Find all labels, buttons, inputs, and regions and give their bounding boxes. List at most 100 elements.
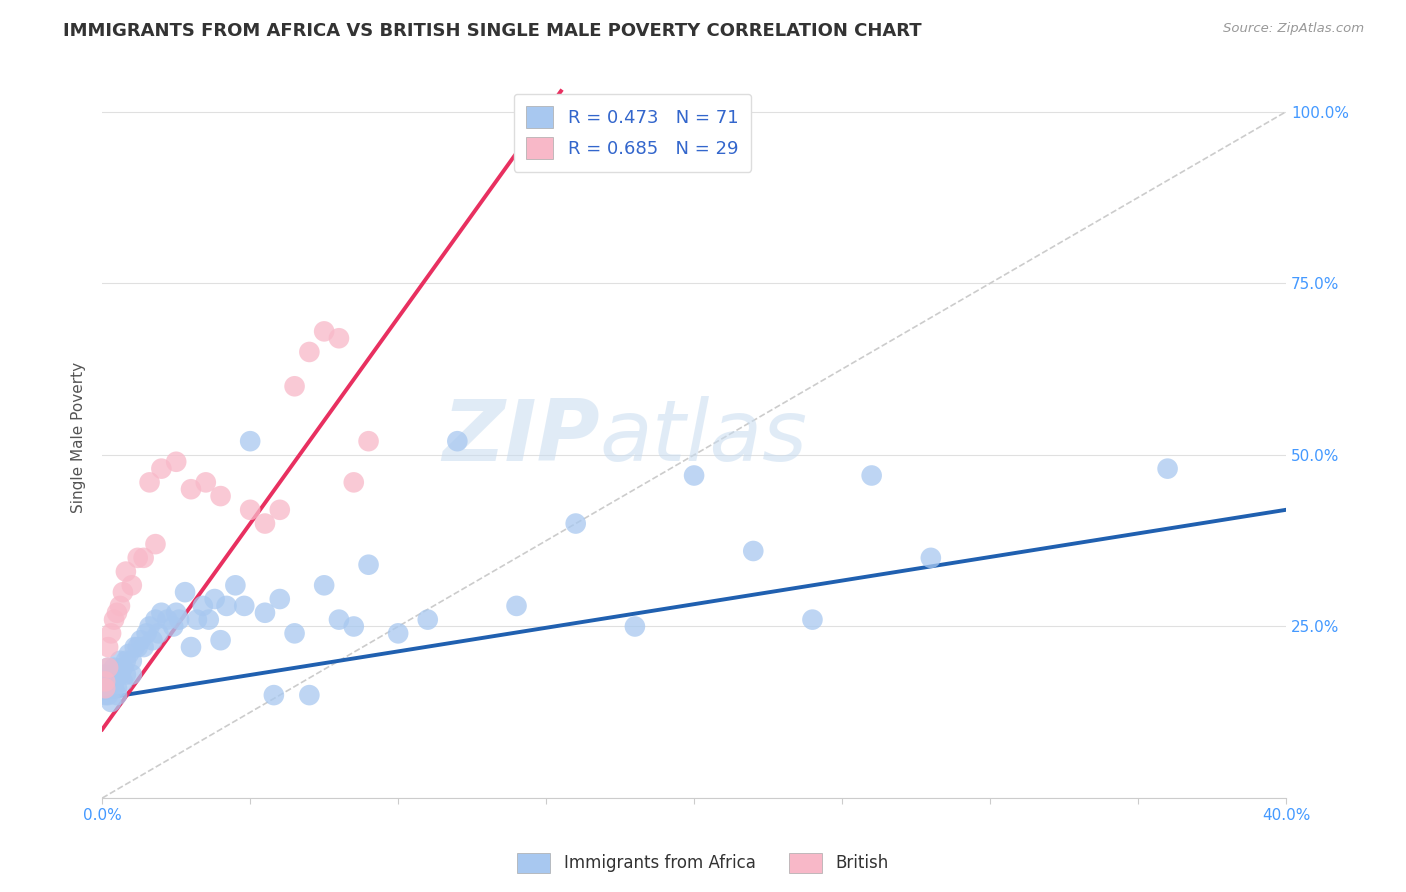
Point <box>328 613 350 627</box>
Point <box>121 667 143 681</box>
Point <box>138 475 160 490</box>
Point <box>103 674 125 689</box>
Point <box>860 468 883 483</box>
Point <box>100 674 122 689</box>
Point <box>209 489 232 503</box>
Point <box>239 503 262 517</box>
Point <box>135 626 157 640</box>
Point <box>215 599 238 613</box>
Point <box>103 613 125 627</box>
Point <box>165 455 187 469</box>
Point <box>357 434 380 449</box>
Point <box>121 578 143 592</box>
Text: atlas: atlas <box>599 396 807 479</box>
Point <box>269 503 291 517</box>
Point <box>204 592 226 607</box>
Point <box>253 516 276 531</box>
Point <box>284 626 307 640</box>
Point <box>100 695 122 709</box>
Point <box>103 661 125 675</box>
Point <box>209 633 232 648</box>
Point <box>156 613 179 627</box>
Point <box>108 654 131 668</box>
Text: ZIP: ZIP <box>441 396 599 479</box>
Point <box>191 599 214 613</box>
Point <box>97 688 120 702</box>
Point <box>97 681 120 696</box>
Point <box>100 626 122 640</box>
Point <box>108 599 131 613</box>
Point <box>148 626 170 640</box>
Point <box>100 667 122 681</box>
Point <box>108 667 131 681</box>
Point <box>162 619 184 633</box>
Point <box>920 550 942 565</box>
Point <box>239 434 262 449</box>
Point <box>298 345 321 359</box>
Point <box>97 661 120 675</box>
Point <box>387 626 409 640</box>
Point <box>150 606 173 620</box>
Point <box>127 640 149 654</box>
Legend: R = 0.473   N = 71, R = 0.685   N = 29: R = 0.473 N = 71, R = 0.685 N = 29 <box>513 94 751 172</box>
Point <box>564 516 586 531</box>
Point <box>314 578 336 592</box>
Point <box>180 640 202 654</box>
Point <box>94 667 117 681</box>
Point <box>124 640 146 654</box>
Point <box>165 606 187 620</box>
Point <box>284 379 307 393</box>
Point <box>174 585 197 599</box>
Point <box>224 578 246 592</box>
Point <box>138 619 160 633</box>
Point <box>94 674 117 689</box>
Point <box>111 674 134 689</box>
Point <box>115 667 138 681</box>
Point <box>167 613 190 627</box>
Point <box>105 688 128 702</box>
Point <box>263 688 285 702</box>
Point <box>97 661 120 675</box>
Point <box>121 654 143 668</box>
Point <box>111 585 134 599</box>
Point <box>127 550 149 565</box>
Point <box>94 688 117 702</box>
Point <box>141 633 163 648</box>
Point <box>1156 461 1178 475</box>
Point <box>194 475 217 490</box>
Point <box>132 640 155 654</box>
Point <box>186 613 208 627</box>
Point <box>197 613 219 627</box>
Point <box>801 613 824 627</box>
Point <box>416 613 439 627</box>
Point <box>111 661 134 675</box>
Point <box>180 482 202 496</box>
Legend: Immigrants from Africa, British: Immigrants from Africa, British <box>510 847 896 880</box>
Point <box>269 592 291 607</box>
Point <box>129 633 152 648</box>
Point <box>115 565 138 579</box>
Text: IMMIGRANTS FROM AFRICA VS BRITISH SINGLE MALE POVERTY CORRELATION CHART: IMMIGRANTS FROM AFRICA VS BRITISH SINGLE… <box>63 22 922 40</box>
Point <box>132 550 155 565</box>
Y-axis label: Single Male Poverty: Single Male Poverty <box>72 362 86 513</box>
Point <box>505 599 527 613</box>
Point <box>343 619 366 633</box>
Point <box>105 606 128 620</box>
Point <box>118 647 141 661</box>
Point <box>94 674 117 689</box>
Point <box>103 681 125 696</box>
Text: Source: ZipAtlas.com: Source: ZipAtlas.com <box>1223 22 1364 36</box>
Point <box>233 599 256 613</box>
Point <box>94 681 117 696</box>
Point <box>328 331 350 345</box>
Point <box>253 606 276 620</box>
Point <box>105 667 128 681</box>
Point <box>145 537 167 551</box>
Point <box>446 434 468 449</box>
Point <box>357 558 380 572</box>
Point <box>115 654 138 668</box>
Point <box>314 324 336 338</box>
Point <box>97 674 120 689</box>
Point <box>97 640 120 654</box>
Point <box>105 681 128 696</box>
